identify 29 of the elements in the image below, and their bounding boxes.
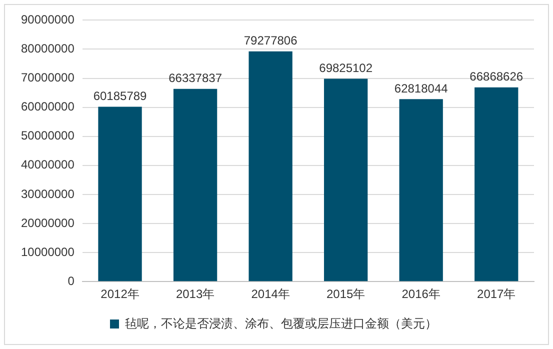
y-tick-label: 20000000	[21, 216, 75, 230]
y-tick-label: 60000000	[21, 100, 75, 114]
data-label: 69825102	[319, 61, 373, 76]
data-label: 79277806	[244, 34, 298, 48]
y-tick-label: 70000000	[21, 70, 75, 85]
y-tick-label: 90000000	[21, 12, 75, 27]
x-tick-label: 2016年	[402, 287, 440, 302]
y-tick-label: 30000000	[21, 186, 75, 201]
legend-label: 毡呢，不论是否浸渍、涂布、包覆或层压进口金额（美元）	[125, 316, 437, 330]
data-label: 60185789	[93, 89, 148, 104]
bar	[173, 88, 218, 282]
x-tick-label: 2017年	[477, 287, 516, 302]
bar	[98, 106, 142, 282]
y-tick-label: 50000000	[21, 128, 75, 143]
y-tick-label: 0	[68, 274, 75, 288]
data-label: 66868626	[470, 70, 524, 84]
bar	[324, 78, 368, 282]
y-tick-label: 80000000	[21, 42, 75, 56]
bar	[474, 87, 518, 282]
y-tick-label: 40000000	[21, 158, 75, 172]
bar	[399, 99, 443, 282]
x-tick-label: 2012年	[100, 287, 140, 302]
data-label: 66337837	[168, 71, 222, 86]
data-label: 62818044	[394, 81, 448, 96]
bar	[248, 51, 292, 282]
x-tick-label: 2015年	[326, 287, 366, 302]
x-tick-label: 2013年	[176, 287, 215, 302]
x-tick-label: 2014年	[251, 287, 290, 302]
y-tick-label: 10000000	[21, 244, 75, 259]
